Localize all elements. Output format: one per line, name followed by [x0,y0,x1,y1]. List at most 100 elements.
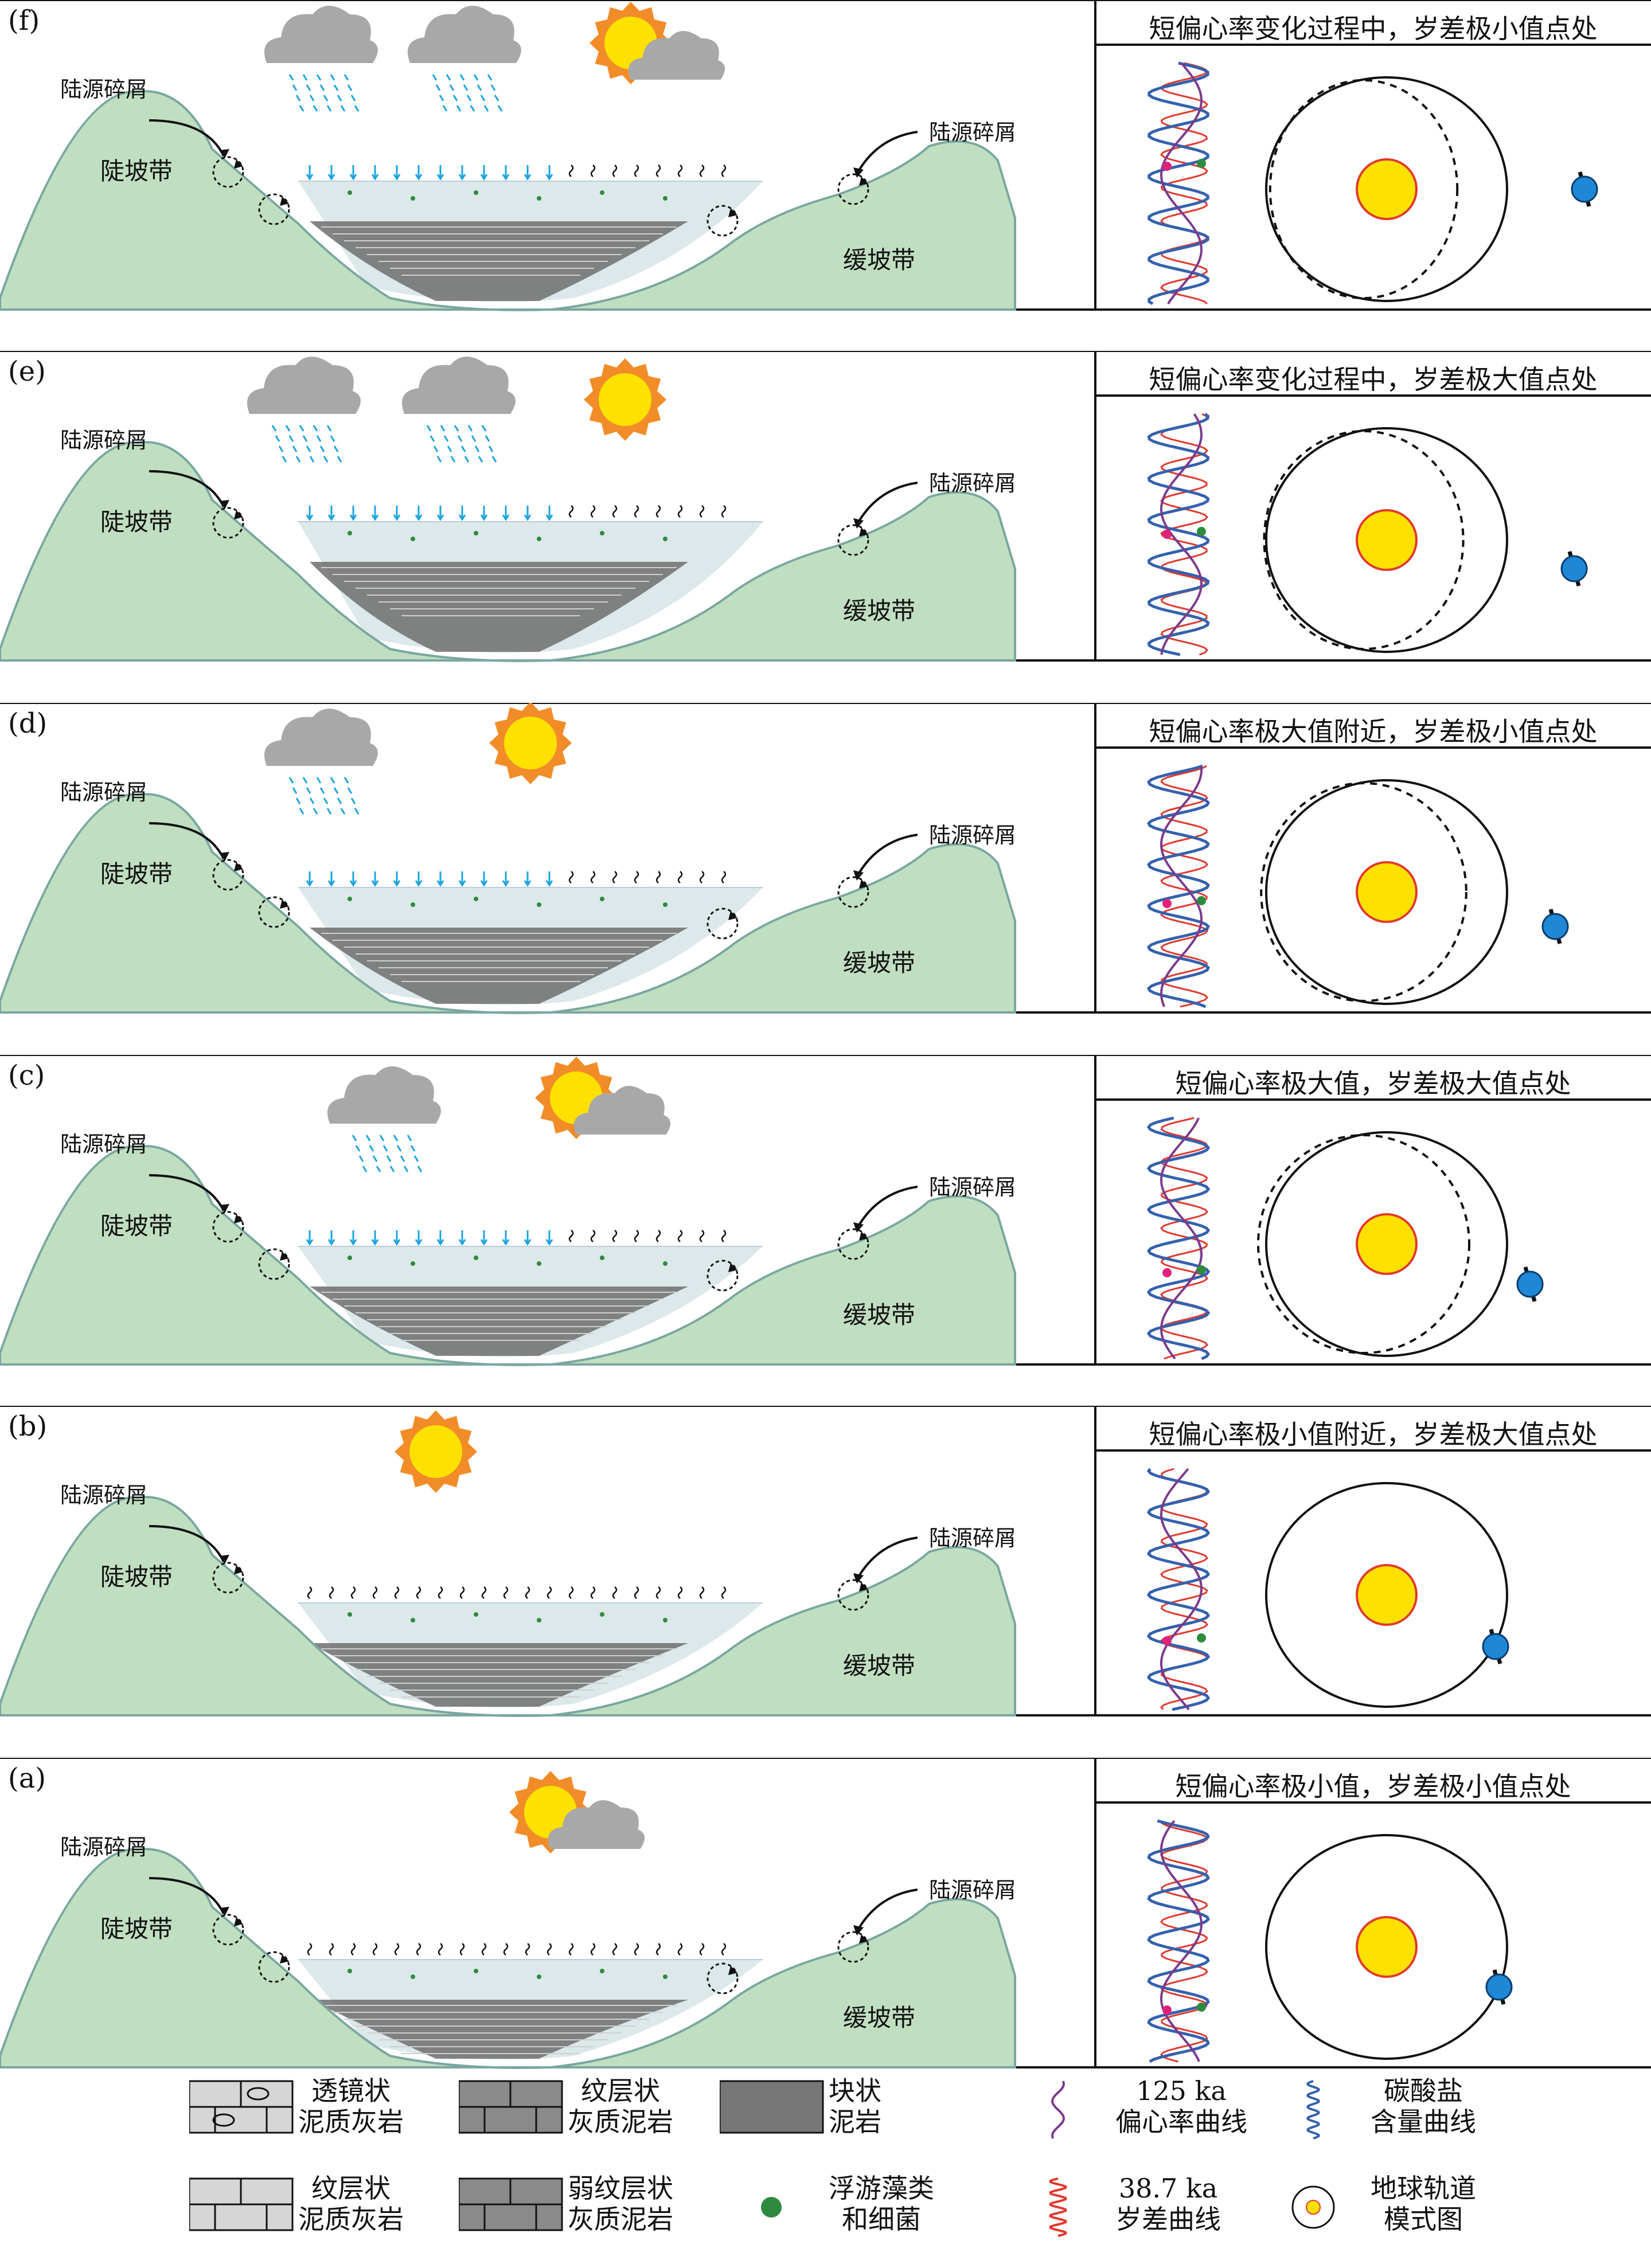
plankton-icon [761,2197,782,2218]
sun-icon [504,717,557,769]
terrain-hills [0,1145,1016,1366]
debris-arrow [728,911,737,920]
upwelling-squiggle [612,871,618,883]
plankton-dot [411,1261,415,1266]
debris-circle [258,193,290,225]
plankton-dot [474,1969,478,1973]
terrain-hills [0,793,1016,1014]
legend-item: 透镜状 泥质灰岩 [188,2075,404,2146]
legend-line2: 含量曲线 [1371,2106,1476,2137]
panel-figure [0,703,1651,1014]
raindrop [292,445,298,452]
debris-circle [837,876,869,908]
upwelling-squiggle [721,1586,727,1599]
debris-arrow-left [149,1525,225,1562]
debris-arrow [234,1917,243,1926]
raindrop [439,95,444,101]
raindrop [299,808,305,815]
carbonate-curve-icon [1306,2080,1320,2140]
legend-line2: 岁差曲线 [1115,2204,1221,2235]
upwelling-squiggle [547,1943,552,1956]
debris-label-right: 陆源碎屑 [929,471,1017,496]
earth-icon [1541,913,1569,940]
legend-line2: 泥质灰岩 [298,2204,404,2235]
rain-cloud-icon [247,357,361,414]
steep-slope-label: 陡坡带 [100,1212,173,1240]
debris-arrowhead-left [219,1555,229,1564]
legend-line2: 泥质灰岩 [298,2106,404,2137]
terrain-hills [0,90,1016,311]
inflow-arrow [415,506,423,521]
raindrop [376,1166,381,1172]
panel-figure [0,0,1651,311]
legend-line1: 地球轨道 [1371,2173,1476,2204]
sediment-layer [310,1643,688,1707]
eccentricity-curve [1160,1468,1203,1711]
sun-icon [599,373,651,426]
panel-caption: 短偏心率极大值附近，岁差极小值点处 [1149,716,1598,747]
upwelling-squiggle [568,1943,574,1956]
upwelling-squiggle [568,1586,574,1599]
raindrop [292,787,298,794]
debris-arrow [859,1582,868,1591]
inflow-arrow [524,1230,532,1246]
raindrop [446,74,451,81]
panel-letter: (b) [8,1410,48,1442]
inflow-arrow [502,1230,510,1246]
debris-arrowhead-left [219,852,229,861]
debris-arrow [234,862,243,871]
orbit-outer [1265,1834,1508,2060]
upwelling-squiggle [699,1943,705,1956]
raindrop [413,1155,419,1162]
inflow-arrow [545,1230,553,1246]
upwelling-squiggle [481,1586,487,1599]
plankton-dot [411,1974,415,1979]
debris-arrow [280,1252,289,1261]
debris-circle [707,1260,739,1292]
debris-circle [212,859,244,891]
raindrop [330,777,335,784]
debris-circle [707,1962,739,1995]
marker-dot-green [1197,527,1206,536]
raindrop [426,425,432,432]
plankton-dot [474,531,478,535]
eccentricity-curve [1160,765,1203,1007]
inflow-arrow [436,506,444,521]
panel-letter: (f) [8,5,40,37]
raindrop [470,105,475,112]
upwelling-squiggle [590,1943,596,1956]
carbonate-curve [1147,1819,1210,2063]
debris-label-left: 陆源碎屑 [60,1483,148,1508]
debris-arrow-left [149,470,225,507]
raindrop [450,456,456,463]
debris-arrowhead-right [853,1925,864,1935]
upwelling-squiggle [612,1230,618,1242]
legend-label: 块状 泥岩 [829,2075,881,2137]
raindrop [316,74,322,81]
raindrop [410,1145,416,1152]
plankton-dot [663,196,668,201]
inflow-arrow [524,506,532,521]
inflow-arrow [502,871,510,887]
gentle-slope-label: 缓坡带 [843,597,916,625]
debris-circle [837,524,869,556]
debris-arrow [234,1565,243,1574]
debris-arrow [859,1231,868,1241]
debris-arrow [234,510,243,519]
inflow-arrow [393,871,401,887]
legend-line2: 灰质泥岩 [568,2106,673,2137]
raindrop [443,435,449,442]
plankton-dot [663,902,668,907]
raindrop [302,777,308,784]
upwelling-squiggle [459,1586,465,1599]
raindrop [326,425,332,432]
raindrop [313,105,318,112]
upwelling-squiggle [721,505,727,518]
raindrop [457,435,463,442]
upwelling-squiggle [590,165,596,177]
steep-slope-label: 陡坡带 [100,1563,173,1591]
panel-e: (e) 陆源碎屑 陡坡带 陆源碎屑 缓坡带 短偏心率变化过程中，岁差极大值点处 [0,351,1651,702]
inflow-arrow [458,165,466,181]
debris-arrow-right [856,834,918,877]
debris-arrow [859,177,868,186]
